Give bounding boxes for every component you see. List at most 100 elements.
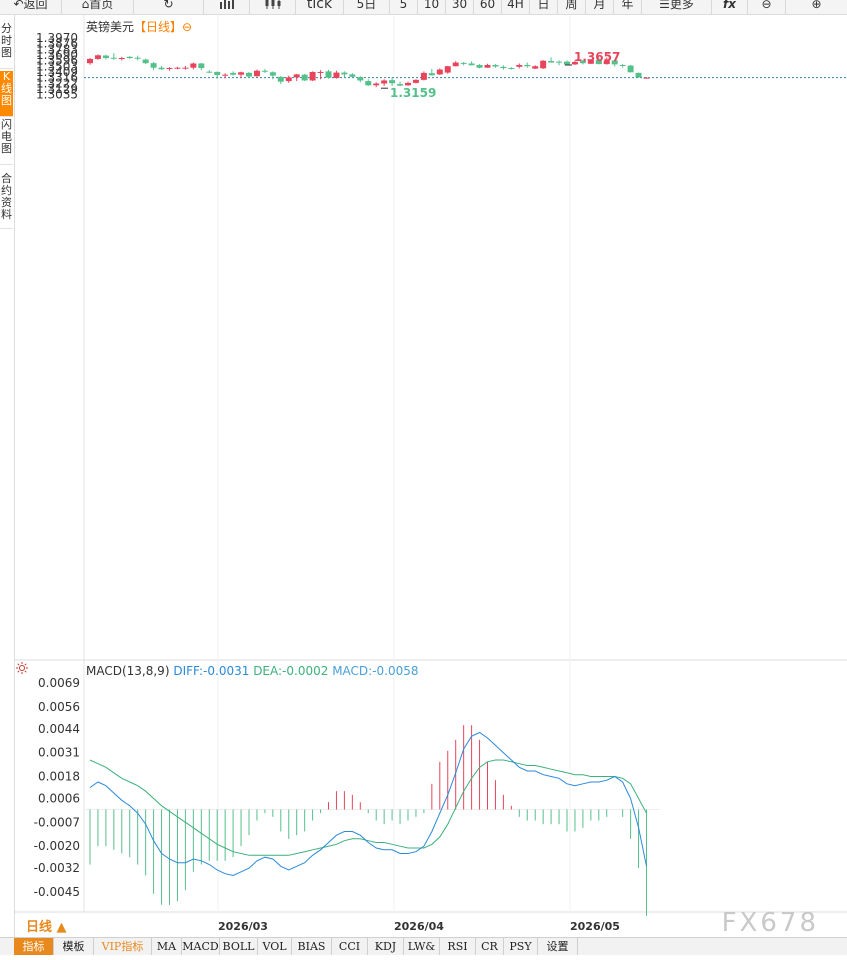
period-10min-button[interactable]: 10 [418,0,446,14]
period-month-button[interactable]: 月 [586,0,614,14]
bar-chart-icon [219,0,234,9]
candle-body [118,58,125,60]
back-button[interactable]: ↶返回 [0,0,62,14]
home-button[interactable]: ⌂首页 [62,0,134,14]
price-chart[interactable]: 1.39701.38761.37831.36901.35961.35031.34… [14,15,847,945]
macd-tick-label: 0.0006 [38,792,80,806]
macd-tick-label: -0.0045 [34,885,80,899]
period-60min-button[interactable]: 60 [474,0,502,14]
period-5min-button[interactable]: 5 [390,0,418,14]
candle-body [548,61,555,63]
high-price-label: 1.3657 [574,50,620,64]
candle-body [492,64,499,67]
tab-lwr[interactable]: LW& [404,938,440,955]
candle-body [182,67,189,69]
x-tick-label: 2026/04 [394,920,444,933]
candle-body [381,80,388,84]
tab-kdj[interactable]: KDJ [368,938,404,955]
candle-body [166,68,173,70]
candle-body [349,74,356,77]
period-5day-button[interactable]: 5日 [344,0,390,14]
candle-body [293,74,300,78]
candle-body [222,74,229,76]
candle-body [309,71,316,81]
candle-body [246,72,252,77]
tab-vol[interactable]: VOL [258,938,292,955]
candle-body [341,72,348,75]
zoom-out-button[interactable]: ⊖ [748,0,786,14]
tab-boll[interactable]: BOLL [220,938,258,955]
macd-tick-label: 0.0018 [38,770,80,784]
tab-rsi[interactable]: RSI [440,938,476,955]
candle-body [214,71,221,76]
candle-body [94,55,101,59]
diff-line [89,731,647,877]
tab-kline[interactable]: K线图 [0,71,13,117]
tab-cr[interactable]: CR [476,938,504,955]
price-tick-label: 1.3316 [36,71,78,85]
chart-type-candle-button[interactable] [250,0,296,14]
price-tick-label: 1.3222 [36,76,78,90]
candle-body [333,72,340,79]
price-tick-label: 1.3596 [36,54,78,68]
tab-cci[interactable]: CCI [332,938,368,955]
chart-mode-tabs: 分时图 K线图 闪电图 合约资料 [0,15,15,945]
refresh-button[interactable]: ↻ [134,0,204,14]
candle-body [412,79,419,83]
formula-button[interactable]: fx [712,0,748,14]
candle-body [150,63,157,68]
home-icon: ⌂ [81,0,90,11]
instrument-name: 英镑美元 [86,20,135,34]
menu-icon: ☰ [659,0,670,11]
period-label: 【日线】 [134,20,183,34]
candle-body [428,73,435,76]
more-button[interactable]: ☰更多 [642,0,712,14]
x-tick-label: 2026/05 [570,920,620,933]
candle-body [540,60,547,69]
period-selector-button[interactable]: 日线 ▲ [26,920,67,935]
candle-body [261,70,268,72]
price-tick-label: 1.3503 [36,59,78,73]
zoom-in-button[interactable]: ⊕ [786,0,847,14]
tab-bias[interactable]: BIAS [292,938,332,955]
period-30min-button[interactable]: 30 [446,0,474,14]
macd-tick-label: -0.0020 [34,839,80,853]
candle-body [595,60,602,65]
settings-circle-icon[interactable]: ⊖ [182,20,193,34]
tab-flash-chart[interactable]: 闪电图 [0,119,13,165]
candle-body [253,70,260,77]
tab-contract-info[interactable]: 合约资料 [0,173,13,229]
candle-body [142,59,149,64]
period-tick-button[interactable]: tick [296,0,344,14]
candle-body [627,65,634,73]
period-year-button[interactable]: 年 [614,0,642,14]
candle-body [87,58,93,64]
candle-body [452,62,459,67]
tab-settings[interactable]: 设置 [538,938,578,955]
chart-area[interactable]: 1.3970 1.3876 1.3783 1.3690 1.3596 1.3503 1.34… [14,15,847,945]
tab-vip-indicators[interactable]: VIP指标 [94,938,152,955]
candle-body [611,60,618,65]
macd-settings-icon [16,662,28,674]
candle-body [158,67,165,70]
period-4h-button[interactable]: 4H [502,0,530,14]
period-day-button[interactable]: 日 [530,0,558,14]
tab-ma[interactable]: MA [152,938,182,955]
period-week-button[interactable]: 周 [558,0,586,14]
macd-tick-label: 0.0069 [38,676,80,690]
watermark-logo: FX678 [721,908,819,938]
tab-timeshare[interactable]: 分时图 [0,23,13,69]
candle-body [110,57,117,59]
candle-body [619,64,626,66]
dea-value: DEA:-0.0002 [253,664,329,678]
tab-indicators[interactable]: 指标 [14,938,54,955]
candle-body [564,61,570,65]
chart-type-bar-button[interactable] [204,0,250,14]
price-tick-label: 1.3970 [36,31,78,45]
tab-psy[interactable]: PSY [504,938,538,955]
tab-macd[interactable]: MACD [182,938,220,955]
candle-body [357,77,364,81]
candle-body [635,72,642,78]
candle-body [102,55,109,59]
tab-templates[interactable]: 模板 [54,938,94,955]
